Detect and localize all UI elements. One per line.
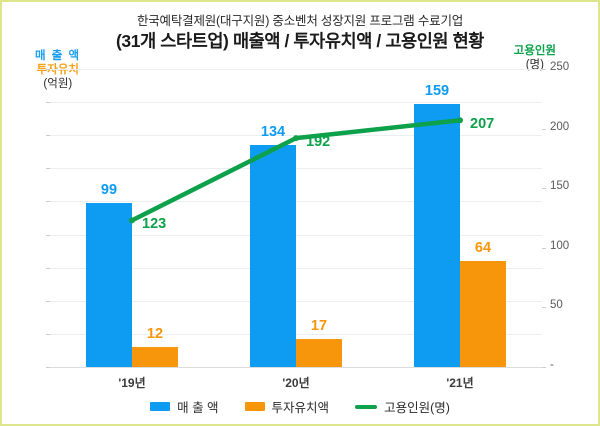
x-axis-label: '21년 [446, 376, 474, 390]
legend-label: 매 출 액 [177, 401, 219, 415]
bar-group: 159 64 [378, 69, 542, 367]
legend-color-swatch-icon [244, 402, 265, 411]
y-axis-right-tick-label: 200 [550, 120, 570, 133]
left-axis-title: 매 출 액 투자유치 (억원) [35, 49, 81, 91]
gridline [50, 333, 542, 335]
bar-label-sales: 99 [100, 182, 118, 199]
y-axis-left-tickmark [46, 168, 50, 170]
bar-group: 134 17 [214, 69, 378, 367]
bar-label-investment: 64 [474, 240, 492, 257]
y-axis-left-tickmark [46, 69, 50, 70]
y-axis-right-tickmark [542, 128, 546, 130]
chart-legend: 매 출 액 투자유치액 고용인원(명) [2, 397, 598, 416]
y-axis-right-tickmark [542, 247, 546, 249]
y-axis-left-tickmark [46, 367, 50, 368]
right-axis-title-line1: 고용인원 [513, 45, 556, 57]
y-axis-left-tickmark [46, 300, 50, 302]
bar-group: 99 12 [50, 69, 214, 367]
bar-label-sales: 134 [260, 124, 286, 141]
bar-sales[interactable] [414, 103, 460, 367]
line-label-employment: 123 [142, 216, 167, 233]
chart-subtitle: 한국예탁결제원(대구지원) 중소벤처 성장지원 프로그램 수료기업 [136, 14, 464, 28]
gridline [50, 234, 542, 236]
legend-color-swatch-icon [150, 402, 171, 411]
bar-investment[interactable] [460, 261, 506, 367]
y-axis-left-tickmark [46, 135, 50, 137]
y-axis-right-tick-label: 250 [550, 61, 570, 73]
bar-investment[interactable] [132, 347, 178, 367]
y-axis-right-tickmark [542, 188, 546, 190]
legend-item[interactable]: 고용인원(명) [355, 397, 450, 416]
bar-label-investment: 17 [310, 317, 328, 334]
y-axis-left-tickmark [46, 102, 50, 104]
legend-label: 투자유치액 [271, 401, 330, 415]
bar-investment[interactable] [296, 338, 342, 367]
left-axis-title-line2: 투자유치 [36, 64, 79, 77]
bar-label-sales: 159 [424, 82, 450, 99]
y-axis-right-tickmark [542, 69, 546, 70]
y-axis-left-tickmark [46, 201, 50, 203]
gridline [50, 367, 542, 368]
y-axis-right-tickmark [542, 307, 546, 309]
bar-sales[interactable] [250, 145, 296, 367]
plot-area: 180160140120100806040200 25020015010050-… [46, 61, 569, 371]
y-axis-left-tickmark [46, 267, 50, 269]
y-axis-right-tickmark [542, 367, 546, 368]
chart-title: (31개 스타트업) 매출액 / 투자유치액 / 고용인원 현황 [116, 31, 484, 51]
right-axis-title: 고용인원 (명) [514, 44, 556, 72]
right-axis-title-unit: (명) [525, 59, 544, 72]
gridline [50, 102, 542, 104]
y-axis-left-tickmark [46, 333, 50, 335]
legend-item[interactable]: 매 출 액 [150, 397, 219, 416]
line-label-employment: 207 [470, 116, 495, 133]
y-axis-right-tick-label: - [550, 359, 554, 371]
left-axis-title-unit: (억원) [43, 78, 73, 91]
legend-item[interactable]: 투자유치액 [244, 397, 330, 416]
y-axis-right-tick-label: 50 [550, 299, 563, 312]
gridline [50, 69, 542, 70]
bar-label-investment: 12 [146, 326, 164, 343]
gridline [50, 267, 542, 269]
bar-sales[interactable] [86, 203, 132, 367]
y-axis-left-tickmark [46, 234, 50, 236]
x-axis-label: '20년 [282, 376, 310, 390]
gridline [50, 300, 542, 302]
legend-label: 고용인원(명) [384, 401, 450, 415]
legend-line-swatch-icon [355, 404, 378, 409]
left-axis-title-line1: 매 출 액 [35, 50, 81, 62]
x-axis-label: '19년 [118, 376, 146, 390]
line-label-employment: 192 [306, 134, 331, 151]
y-axis-right-tick-label: 150 [550, 180, 570, 193]
y-axis-right-tick-label: 100 [550, 239, 570, 252]
